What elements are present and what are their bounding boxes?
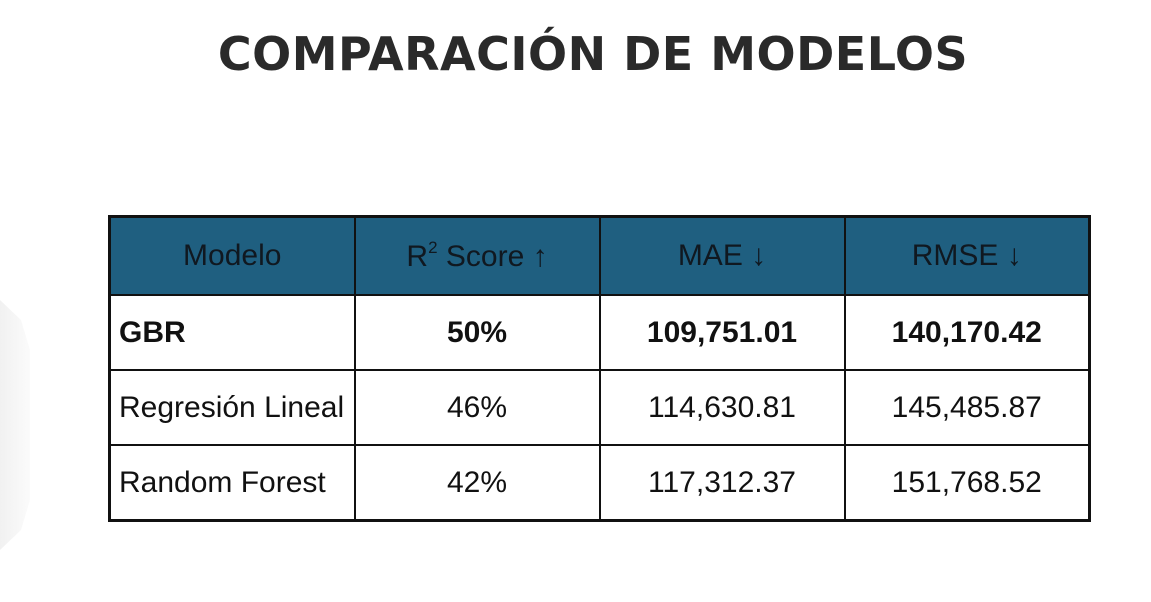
cell-model: Random Forest	[108, 444, 356, 522]
header-rmse: RMSE ↓	[843, 215, 1091, 296]
header-mae: MAE ↓	[598, 215, 846, 296]
page-title: COMPARACIÓN DE MODELOS	[217, 27, 969, 81]
r2-letter: R	[406, 240, 429, 273]
side-decoration	[0, 300, 30, 550]
header-modelo: Modelo	[108, 215, 356, 296]
cell-mae: 114,630.81	[598, 369, 846, 446]
model-comparison-table: Modelo R2 Score ↑ MAE ↓ RMSE ↓ GBR 50% 1…	[108, 215, 1091, 522]
cell-mae: 109,751.01	[598, 294, 846, 371]
cell-rmse: 151,768.52	[843, 444, 1091, 522]
cell-rmse: 140,170.42	[843, 294, 1091, 371]
cell-model: GBR	[108, 294, 356, 371]
r2-label: Score ↑	[437, 240, 548, 273]
table-header-row: Modelo R2 Score ↑ MAE ↓ RMSE ↓	[108, 215, 1091, 296]
cell-r2: 42%	[353, 444, 601, 522]
cell-mae: 117,312.37	[598, 444, 846, 522]
header-r2-score: R2 Score ↑	[353, 215, 601, 296]
cell-r2: 50%	[353, 294, 601, 371]
cell-r2: 46%	[353, 369, 601, 446]
r2-superscript: 2	[428, 238, 438, 257]
table-row-random-forest: Random Forest 42% 117,312.37 151,768.52	[108, 444, 1091, 522]
table-row-gbr: GBR 50% 109,751.01 140,170.42	[108, 294, 1091, 371]
cell-model: Regresión Lineal	[108, 369, 356, 446]
table-row-regresion-lineal: Regresión Lineal 46% 114,630.81 145,485.…	[108, 369, 1091, 446]
cell-rmse: 145,485.87	[843, 369, 1091, 446]
